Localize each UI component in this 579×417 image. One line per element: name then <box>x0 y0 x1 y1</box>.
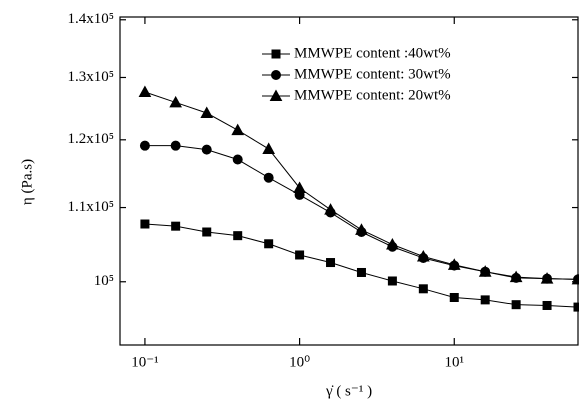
legend-label: MMWPE content: 20wt% <box>294 87 451 103</box>
marker-square <box>203 228 211 236</box>
legend-label: MMWPE content :40wt% <box>294 45 451 61</box>
marker-triangle <box>294 182 305 192</box>
marker-square <box>234 232 242 240</box>
legend-item: MMWPE content: 20wt% <box>262 87 451 103</box>
marker-circle <box>140 141 149 150</box>
marker-square <box>388 277 396 285</box>
marker-square <box>574 303 579 311</box>
marker-triangle <box>325 204 336 214</box>
marker-triangle <box>170 97 181 107</box>
marker-square <box>327 259 335 267</box>
marker-circle <box>272 71 281 80</box>
y-tick-label: 1.2x10⁵ <box>68 131 114 147</box>
marker-triangle <box>263 143 274 153</box>
y-tick-label: 1.4x10⁵ <box>68 11 114 27</box>
series-line <box>145 146 578 280</box>
marker-circle <box>202 145 211 154</box>
marker-square <box>172 222 180 230</box>
y-tick-label: 10⁵ <box>94 273 114 289</box>
y-tick-label: 1.1x10⁵ <box>68 199 114 215</box>
series-line <box>145 92 578 279</box>
x-tick-label: 10¹ <box>445 354 465 370</box>
legend-label: MMWPE content: 30wt% <box>294 66 451 82</box>
legend-item: MMWPE content :40wt% <box>262 45 451 61</box>
marker-square <box>450 293 458 301</box>
y-axis-label: η (Pa.s) <box>19 159 35 205</box>
marker-triangle <box>232 125 243 135</box>
marker-square <box>419 285 427 293</box>
y-tick-label: 1.3x10⁵ <box>68 69 114 85</box>
marker-triangle <box>139 86 150 96</box>
x-tick-label: 10⁻¹ <box>131 354 158 370</box>
marker-square <box>512 301 520 309</box>
marker-square <box>272 50 280 58</box>
marker-circle <box>233 155 242 164</box>
marker-square <box>141 220 149 228</box>
marker-square <box>296 251 304 259</box>
marker-square <box>481 296 489 304</box>
marker-square <box>265 240 273 248</box>
x-tick-label: 10⁰ <box>289 354 310 370</box>
marker-triangle <box>201 108 212 118</box>
marker-square <box>357 268 365 276</box>
marker-circle <box>171 141 180 150</box>
x-axis-label: γ̇ ( s⁻¹ ) <box>325 383 372 399</box>
legend-item: MMWPE content: 30wt% <box>262 66 451 82</box>
marker-circle <box>264 173 273 182</box>
marker-square <box>543 301 551 309</box>
